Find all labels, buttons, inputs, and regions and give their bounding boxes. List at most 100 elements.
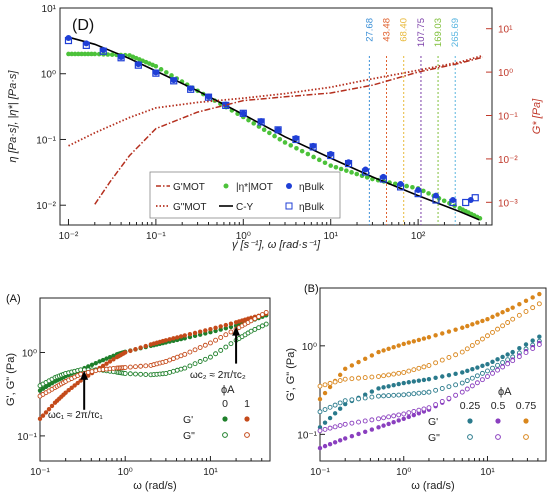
data-point	[342, 376, 348, 382]
d-eta-mot-point	[277, 136, 283, 142]
data-point	[322, 443, 328, 449]
d-bulk-open-point	[292, 135, 300, 144]
data-point	[86, 364, 91, 369]
d-xlabel: γ̇ [s⁻¹], ω [rad·s⁻¹]	[232, 239, 321, 251]
panel-label: (A)	[6, 293, 21, 305]
data-point	[46, 406, 52, 412]
data-point	[317, 428, 323, 434]
d-bulk-open-point	[414, 190, 422, 198]
xlabel: ω (rad/s)	[133, 480, 176, 492]
data-point	[362, 375, 368, 381]
data-point	[104, 356, 109, 361]
data-point	[505, 352, 510, 357]
data-point	[517, 346, 522, 351]
data-point	[369, 389, 375, 394]
data-point	[369, 417, 375, 423]
d-ytick-label: 10⁰	[41, 70, 56, 81]
data-point	[475, 320, 480, 325]
d-eta-mot-point	[153, 63, 159, 69]
data-point	[495, 362, 501, 368]
data-point	[343, 436, 348, 441]
data-point	[474, 380, 480, 386]
data-point	[75, 380, 80, 386]
d-ytick-right-label: 10⁻²	[498, 155, 518, 166]
d-bulk-filled-point	[258, 118, 265, 125]
data-point	[337, 406, 343, 411]
data-point	[411, 412, 417, 418]
data-point	[207, 340, 213, 346]
data-point	[440, 331, 445, 336]
legend-col: 0	[222, 398, 228, 410]
data-point	[416, 390, 422, 396]
data-point	[426, 376, 432, 382]
data-point	[440, 374, 445, 379]
data-point	[349, 397, 355, 403]
data-point	[530, 338, 535, 343]
d-legend-label: ηBulk	[299, 202, 325, 213]
data-point	[433, 360, 439, 366]
data-point	[396, 412, 402, 418]
data-point	[411, 367, 417, 373]
d-bulk-filled-point	[118, 53, 125, 60]
d-eta-mot-point	[299, 148, 305, 154]
d-bulk-open-point	[239, 109, 247, 117]
data-point	[439, 386, 445, 391]
legend-marker	[467, 434, 473, 440]
data-point	[143, 363, 149, 369]
d-eta-mot-point	[109, 52, 115, 57]
data-point	[433, 402, 439, 408]
data-point	[530, 305, 536, 311]
data-point	[343, 366, 348, 372]
data-point	[391, 382, 396, 388]
xtick-label: 10¹	[203, 467, 218, 478]
data-point	[376, 374, 381, 379]
d-eta-mot-point	[392, 181, 398, 187]
data-point	[163, 338, 169, 343]
data-point	[327, 380, 333, 386]
data-point	[495, 326, 501, 332]
data-point	[342, 398, 348, 404]
data-point	[426, 335, 432, 340]
data-point	[332, 440, 338, 445]
data-point	[516, 354, 522, 360]
data-point	[122, 365, 128, 370]
data-point	[356, 396, 361, 402]
data-point	[386, 346, 391, 352]
data-point	[107, 359, 113, 364]
d-bulk-open-point	[64, 36, 73, 45]
d-eta-mot-point	[76, 51, 81, 57]
d-bulk-filled-point	[83, 40, 90, 47]
data-point	[401, 380, 406, 386]
data-point	[213, 337, 219, 343]
data-point	[381, 373, 387, 379]
data-point	[465, 323, 470, 329]
d-bulk-open-point	[471, 194, 479, 202]
data-point	[421, 364, 427, 370]
d-eta-mot-point	[288, 143, 294, 148]
data-point	[479, 370, 485, 376]
data-point	[386, 393, 392, 399]
data-point	[460, 325, 465, 330]
data-point	[485, 362, 490, 367]
d-eta-mot-point	[333, 165, 339, 170]
data-point	[363, 356, 368, 361]
legend-row: G"	[428, 432, 440, 444]
d-eta-mot-point	[322, 160, 328, 166]
legend-marker	[244, 416, 250, 422]
d-bulk-open-point	[99, 47, 107, 55]
legend-col: 1	[244, 398, 250, 410]
data-point	[218, 327, 223, 332]
data-point	[469, 343, 475, 348]
panel-label: (B)	[304, 283, 319, 295]
data-point	[349, 363, 355, 368]
data-point	[490, 359, 495, 364]
data-point	[523, 342, 529, 347]
data-point	[406, 380, 411, 385]
data-point	[213, 325, 218, 331]
d-ytick-label: 10⁻¹	[36, 135, 56, 146]
data-point	[256, 314, 262, 320]
d-eta-mot-point	[404, 183, 410, 189]
data-point	[453, 382, 459, 388]
data-point	[223, 322, 229, 328]
data-point	[510, 358, 516, 364]
